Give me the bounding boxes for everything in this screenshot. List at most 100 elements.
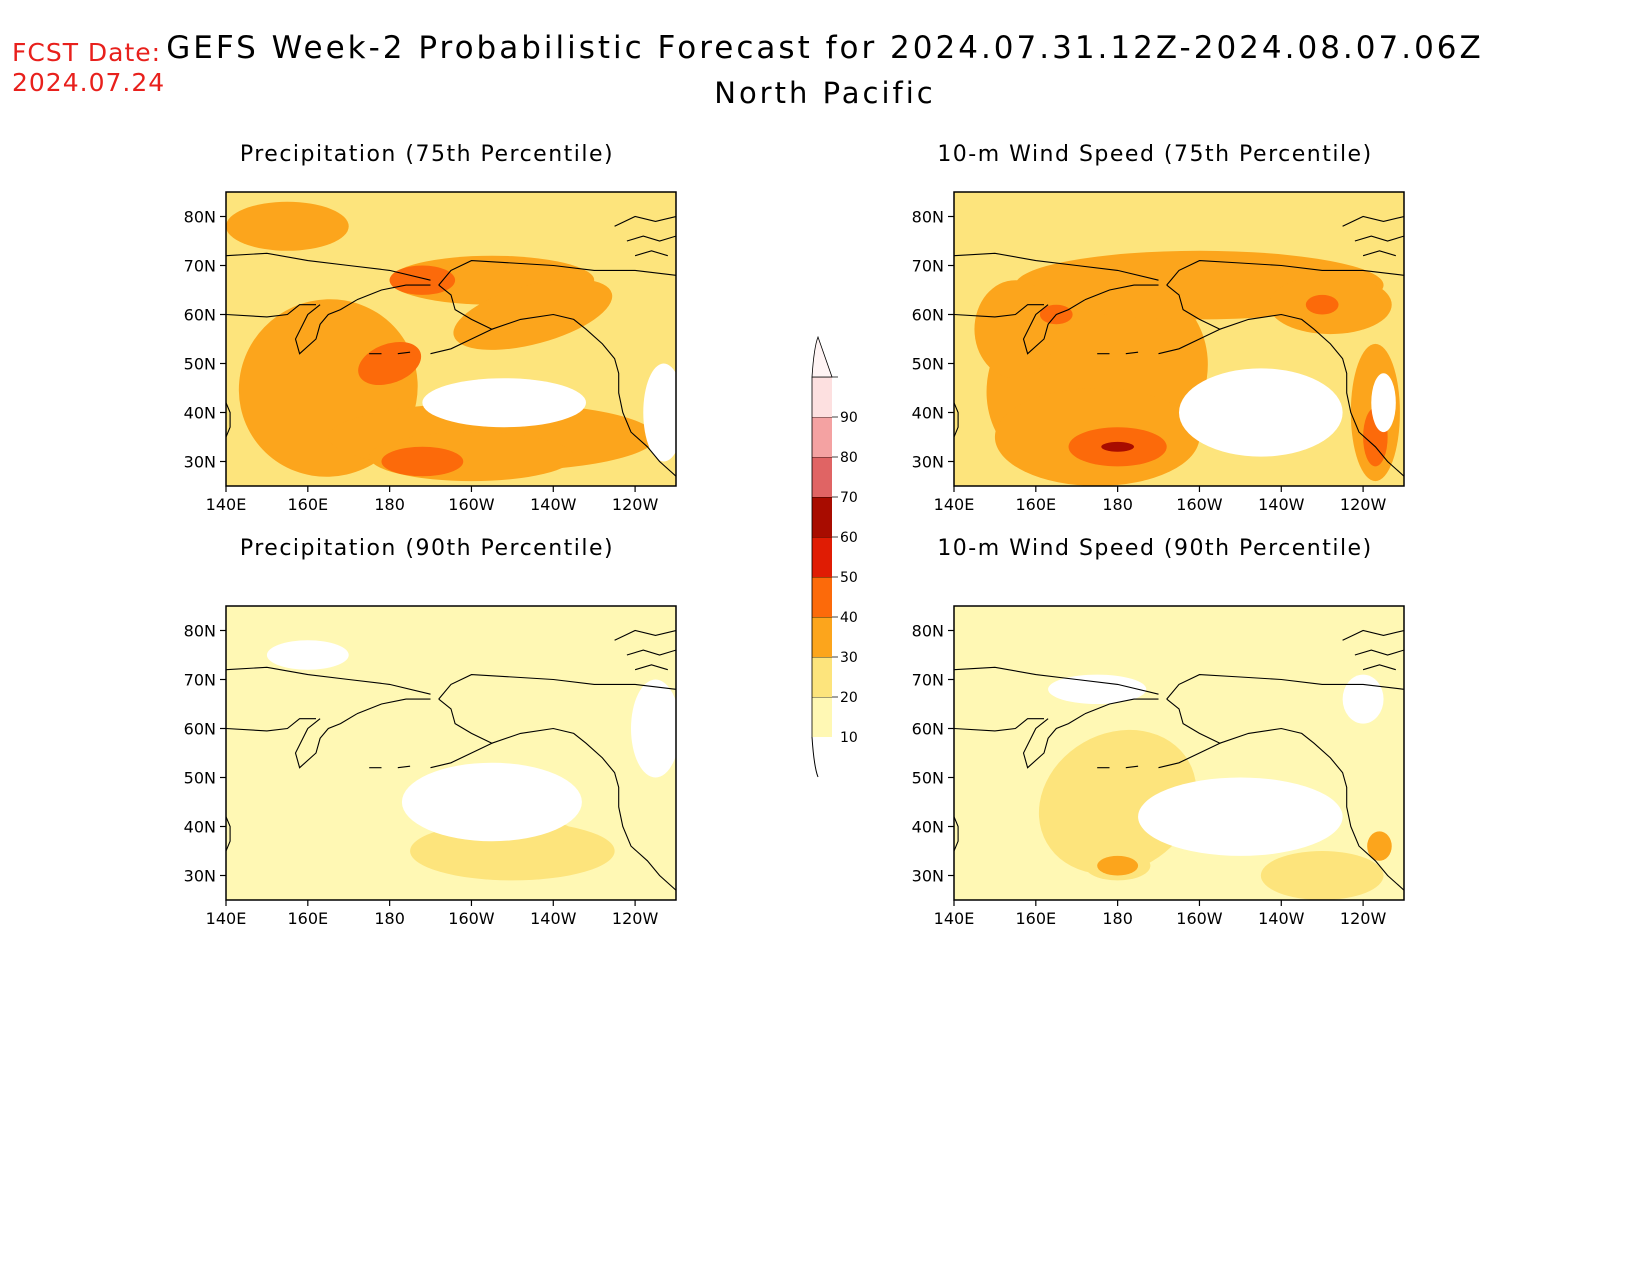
colorbar-label: 40 (840, 610, 858, 626)
coastline (1362, 664, 1396, 671)
coastline (954, 718, 1044, 732)
lon-label: 160W (448, 495, 495, 514)
map-precip-90: 80N 70N 60N 50N 40N 30N 140E 160E 180 160W 140W 120… (184, 605, 677, 928)
lat-label: 80N (912, 622, 944, 641)
colorbar-top-extension (811, 335, 833, 378)
lon-label: 140E (934, 495, 975, 514)
lat-label: 40N (184, 818, 216, 837)
lon-label: 140W (1258, 495, 1305, 514)
colorbar-segment (812, 537, 832, 577)
contour-blob (1367, 831, 1392, 861)
colorbar-bottom-extension (811, 736, 819, 778)
lon-label: 160E (1015, 495, 1056, 514)
contour-blob (453, 279, 613, 350)
lat-label: 30N (912, 867, 944, 886)
contour-blob (1305, 294, 1339, 315)
map-wind-90: 80N 70N 60N 50N 40N 30N 140E 160E 180 160W 140W 120… (912, 605, 1405, 928)
coastline (491, 313, 676, 477)
coastline (438, 674, 676, 700)
coastline (1125, 765, 1139, 769)
colorbar-segment (812, 577, 832, 617)
fcst-date-block: FCST Date: 2024.07.24 (12, 38, 165, 98)
colorbar-label: 10 (840, 730, 858, 746)
coastline (438, 260, 676, 286)
coastline (397, 765, 411, 769)
contour-blob (389, 265, 456, 295)
colorbar-label: 90 (840, 410, 858, 426)
contour-blob (1260, 851, 1384, 900)
lon-label: 180 (374, 495, 405, 514)
lat-label: 50N (184, 769, 216, 788)
coastline (954, 304, 1044, 318)
field-p2 (954, 192, 1404, 486)
lon-label: 180 (1102, 495, 1133, 514)
fcst-date-label: FCST Date: (12, 38, 162, 67)
lat-label: 50N (184, 355, 216, 374)
coastline (1219, 313, 1404, 477)
contour-hole (1371, 373, 1396, 433)
coastline (1084, 284, 1159, 301)
coastline (1166, 674, 1404, 700)
lat-label: 60N (184, 306, 216, 325)
coastline (626, 649, 676, 656)
colorbar-label: 50 (840, 570, 858, 586)
colorbar-segment (812, 457, 832, 497)
colorbar-segment (812, 417, 832, 457)
contour-blob (493, 823, 573, 859)
lat-label: 50N (912, 769, 944, 788)
colorbar: 10 20 30 40 50 60 70 80 90 (811, 335, 858, 778)
field-p1 (226, 192, 676, 486)
coastline (294, 299, 358, 355)
lon-label: 120W (612, 909, 659, 928)
coastline (397, 351, 411, 355)
coastline (614, 629, 676, 641)
contour-hole (266, 640, 349, 670)
colorbar-label: 60 (840, 530, 858, 546)
colorbar-segment (812, 697, 832, 737)
coastline (1219, 727, 1404, 891)
colorbar-label: 30 (840, 650, 858, 666)
contour-blob (1097, 855, 1139, 876)
colorbar-segment (812, 497, 832, 537)
lat-label: 70N (912, 671, 944, 690)
lon-label: 160E (287, 909, 328, 928)
coastline (1022, 299, 1086, 355)
panel-title-wind-75: 10-m Wind Speed (75th Percentile) (937, 142, 1373, 167)
lat-label: 60N (184, 720, 216, 739)
lon-label: 180 (1102, 909, 1133, 928)
lon-label: 140W (530, 909, 577, 928)
contour-hole (401, 762, 582, 842)
coastline (226, 816, 231, 852)
coastline (226, 666, 431, 695)
page-subtitle: North Pacific (714, 76, 936, 110)
lat-label: 50N (912, 355, 944, 374)
contour-blob (974, 280, 1057, 379)
contour-hole (1138, 777, 1343, 856)
lat-label: 40N (912, 818, 944, 837)
lat-label: 80N (184, 622, 216, 641)
lon-label: 160E (287, 495, 328, 514)
map-frame (953, 605, 1405, 901)
panel-title-wind-90: 10-m Wind Speed (90th Percentile) (937, 536, 1373, 561)
lon-label: 140E (206, 495, 247, 514)
lat-label: 30N (184, 453, 216, 472)
contour-hole (631, 679, 676, 778)
lon-label: 140E (206, 909, 247, 928)
coastline (1084, 698, 1159, 715)
coastline (356, 698, 431, 715)
colorbar-segment (812, 657, 832, 697)
lat-label: 80N (912, 208, 944, 227)
coastline (430, 698, 494, 769)
lon-label: 120W (1340, 909, 1387, 928)
coastline (491, 727, 676, 891)
lat-label: 60N (912, 720, 944, 739)
contour-blob (381, 446, 464, 477)
coastline (1354, 649, 1404, 656)
map-precip-75: 80N 70N 60N 50N 40N 30N 140E 160E 180 160W 140W 120… (184, 191, 677, 514)
panel-title-precip-75: Precipitation (75th Percentile) (239, 142, 615, 167)
coastline (1342, 629, 1404, 641)
coastline (954, 402, 959, 438)
lat-label: 40N (184, 404, 216, 423)
lat-label: 30N (184, 867, 216, 886)
coastline (626, 235, 676, 242)
